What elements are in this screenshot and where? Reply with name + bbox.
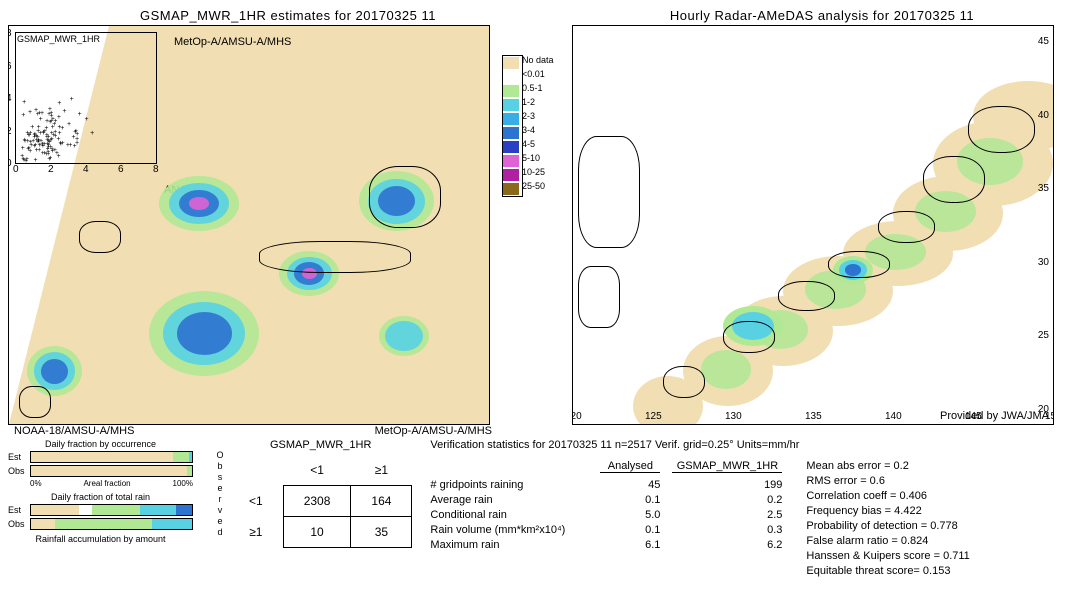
acc-title: Rainfall accumulation by amount — [8, 534, 193, 544]
maps-row: GSMAP_MWR_1HR estimates for 20170325 11 … — [8, 8, 1072, 435]
verif-col1-hdr: Analysed — [600, 460, 660, 473]
ct-cell: 10 — [283, 517, 351, 548]
right-map-wrap: 120125130135140145150454035302520Provide… — [572, 25, 1072, 435]
fraction-bar-row: Est — [8, 504, 193, 516]
fraction-bar-row: Obs — [8, 465, 193, 477]
ct-cell: 2308 — [283, 486, 351, 517]
left-map-wrap: ++++++++++++++++++++++++++++++++++++++++… — [8, 25, 568, 435]
verif-metric-row: Rain volume (mm*km²x10⁴)0.10.3 — [430, 524, 782, 536]
left-footer-left: NOAA-18/AMSU-A/MHS — [14, 425, 134, 437]
ct-title: GSMAP_MWR_1HR — [229, 439, 412, 451]
verif-score-row: RMS error = 0.6 — [806, 475, 969, 487]
y-tick: 35 — [1038, 183, 1049, 194]
fraction-bar-row: Est — [8, 451, 193, 463]
observed-label: Observed — [211, 450, 229, 538]
legend-item — [503, 140, 522, 154]
legend-item — [503, 182, 522, 196]
verif-score-row: Correlation coeff = 0.406 — [806, 490, 969, 502]
verif-scores-col: Mean abs error = 0.2 RMS error = 0.6 Corre… — [806, 457, 969, 580]
left-footer-right: MetOp-A/AMSU-A/MHS — [375, 425, 492, 437]
x-tick: 130 — [725, 411, 742, 422]
y-tick: 40 — [1038, 110, 1049, 121]
x-tick: 120 — [572, 411, 582, 422]
verif-score-row: Equitable threat score= 0.153 — [806, 565, 969, 577]
inset-label: GSMAP_MWR_1HR — [17, 34, 100, 44]
left-map-frame: ++++++++++++++++++++++++++++++++++++++++… — [8, 25, 490, 425]
verif-metric-row: # gridpoints raining45199 — [430, 479, 782, 491]
verif-score-row: False alarm ratio = 0.824 — [806, 535, 969, 547]
x-tick: 140 — [885, 411, 902, 422]
inset-scatter: ++++++++++++++++++++++++++++++++++++++++… — [15, 32, 157, 164]
bottom-row: Daily fraction by occurrence Est Obs 0% A… — [8, 439, 1072, 580]
legend-item — [503, 84, 522, 98]
right-map-frame: 120125130135140145150454035302520Provide… — [572, 25, 1054, 425]
ct-cell: 35 — [351, 517, 412, 548]
swath-label: MetOp-A/AMSU-A/MHS — [174, 36, 291, 48]
contingency-table: <1≥1<12308164≥11035 — [229, 455, 412, 548]
color-legend: No data<0.010.5-11-22-33-44-55-1010-2525… — [502, 55, 523, 197]
y-tick: 45 — [1038, 36, 1049, 47]
legend-item — [503, 70, 522, 84]
contingency-panel: Observed GSMAP_MWR_1HR <1≥1<12308164≥110… — [211, 439, 412, 548]
legend-item — [503, 56, 522, 70]
verif-col2-hdr: GSMAP_MWR_1HR — [672, 460, 782, 473]
y-tick: 30 — [1038, 257, 1049, 268]
x-tick: 125 — [645, 411, 662, 422]
verif-metric-row: Conditional rain5.02.5 — [430, 509, 782, 521]
provided-by: Provided by JWA/JMA — [940, 410, 1049, 422]
fractions-panel: Daily fraction by occurrence Est Obs 0% A… — [8, 439, 193, 544]
verif-metrics-col: Analysed GSMAP_MWR_1HR # gridpoints rain… — [430, 457, 782, 580]
verif-metric-row: Maximum rain6.16.2 — [430, 539, 782, 551]
tot-title: Daily fraction of total rain — [8, 492, 193, 502]
verif-score-row: Mean abs error = 0.2 — [806, 460, 969, 472]
fraction-bar-row: Obs — [8, 518, 193, 530]
legend-item — [503, 112, 522, 126]
verif-header: Verification statistics for 20170325 11 … — [430, 439, 1072, 451]
legend-item — [503, 168, 522, 182]
right-map-title: Hourly Radar-AMeDAS analysis for 2017032… — [572, 8, 1072, 23]
left-map-title: GSMAP_MWR_1HR estimates for 20170325 11 — [8, 8, 568, 23]
x-tick: 135 — [805, 411, 822, 422]
right-map-panel: Hourly Radar-AMeDAS analysis for 2017032… — [572, 8, 1072, 435]
verif-score-row: Frequency bias = 4.422 — [806, 505, 969, 517]
legend-item — [503, 126, 522, 140]
legend-item — [503, 98, 522, 112]
verif-score-row: Probability of detection = 0.778 — [806, 520, 969, 532]
occ-title: Daily fraction by occurrence — [8, 439, 193, 449]
verif-metric-row: Average rain0.10.2 — [430, 494, 782, 506]
left-map-panel: GSMAP_MWR_1HR estimates for 20170325 11 … — [8, 8, 568, 435]
verification-panel: Verification statistics for 20170325 11 … — [430, 439, 1072, 580]
legend-item — [503, 154, 522, 168]
ct-cell: 164 — [351, 486, 412, 517]
verif-score-row: Hanssen & Kuipers score = 0.711 — [806, 550, 969, 562]
occ-scale: 0% Areal fraction 100% — [30, 479, 193, 488]
y-tick: 25 — [1038, 330, 1049, 341]
